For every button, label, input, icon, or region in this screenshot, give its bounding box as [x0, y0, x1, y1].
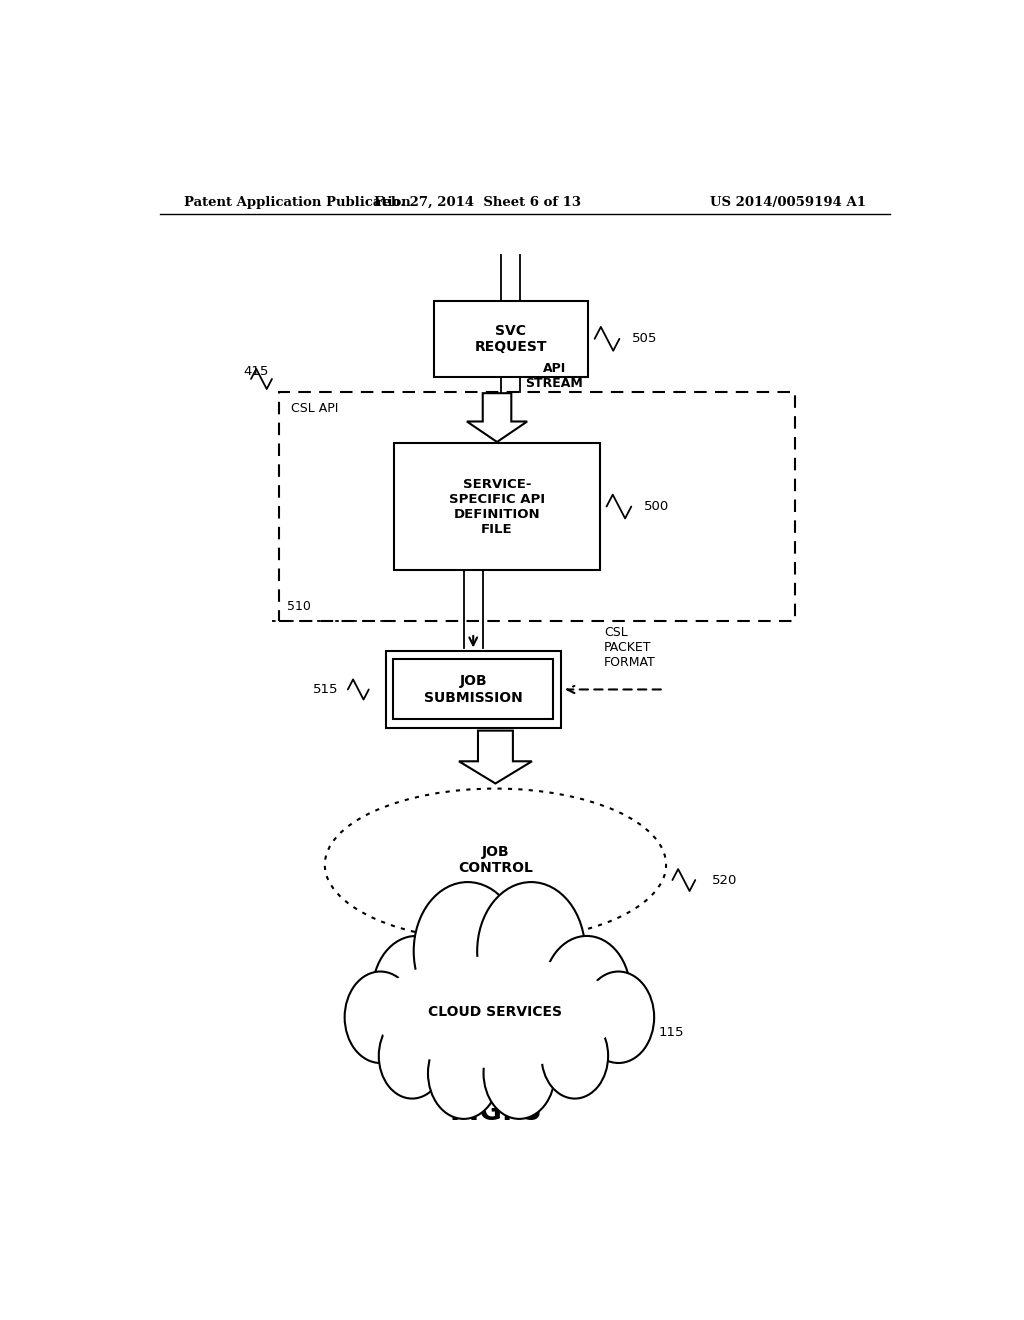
Circle shape: [542, 1014, 608, 1098]
Text: SERVICE-
SPECIFIC API
DEFINITION
FILE: SERVICE- SPECIFIC API DEFINITION FILE: [449, 478, 545, 536]
Circle shape: [428, 1027, 500, 1119]
Text: JOB
SUBMISSION: JOB SUBMISSION: [424, 675, 522, 705]
Text: CSL
PACKET
FORMAT: CSL PACKET FORMAT: [604, 626, 656, 669]
Text: FIG. 5: FIG. 5: [450, 1098, 542, 1126]
Bar: [393, 660, 553, 719]
Text: 415: 415: [243, 366, 268, 379]
Bar: [386, 651, 560, 727]
Text: CLOUD SERVICES: CLOUD SERVICES: [428, 1005, 562, 1019]
Polygon shape: [467, 393, 527, 442]
Circle shape: [477, 882, 585, 1020]
Text: 510: 510: [287, 599, 310, 612]
Ellipse shape: [373, 956, 618, 1068]
Text: 520: 520: [712, 874, 737, 887]
Circle shape: [345, 972, 416, 1063]
Text: Feb. 27, 2014  Sheet 6 of 13: Feb. 27, 2014 Sheet 6 of 13: [374, 195, 581, 209]
Text: JOB
CONTROL: JOB CONTROL: [458, 845, 532, 875]
Circle shape: [583, 972, 654, 1063]
Text: 505: 505: [632, 333, 657, 346]
Bar: [345, 946, 646, 1068]
Text: 515: 515: [312, 682, 338, 696]
Text: 115: 115: [658, 1026, 684, 1039]
Circle shape: [414, 882, 521, 1020]
Bar: [279, 392, 795, 620]
Text: US 2014/0059194 A1: US 2014/0059194 A1: [710, 195, 866, 209]
Text: API
STREAM: API STREAM: [525, 362, 583, 391]
Circle shape: [483, 1027, 555, 1119]
Circle shape: [373, 936, 460, 1048]
Text: SVC
REQUEST: SVC REQUEST: [475, 323, 547, 354]
Bar: [394, 444, 600, 570]
Text: 500: 500: [644, 500, 669, 513]
Circle shape: [379, 1014, 445, 1098]
Circle shape: [543, 936, 631, 1048]
Text: CSL API: CSL API: [291, 403, 338, 416]
Polygon shape: [459, 731, 531, 784]
Text: Patent Application Publication: Patent Application Publication: [183, 195, 411, 209]
Ellipse shape: [325, 788, 666, 941]
Bar: [433, 301, 588, 378]
